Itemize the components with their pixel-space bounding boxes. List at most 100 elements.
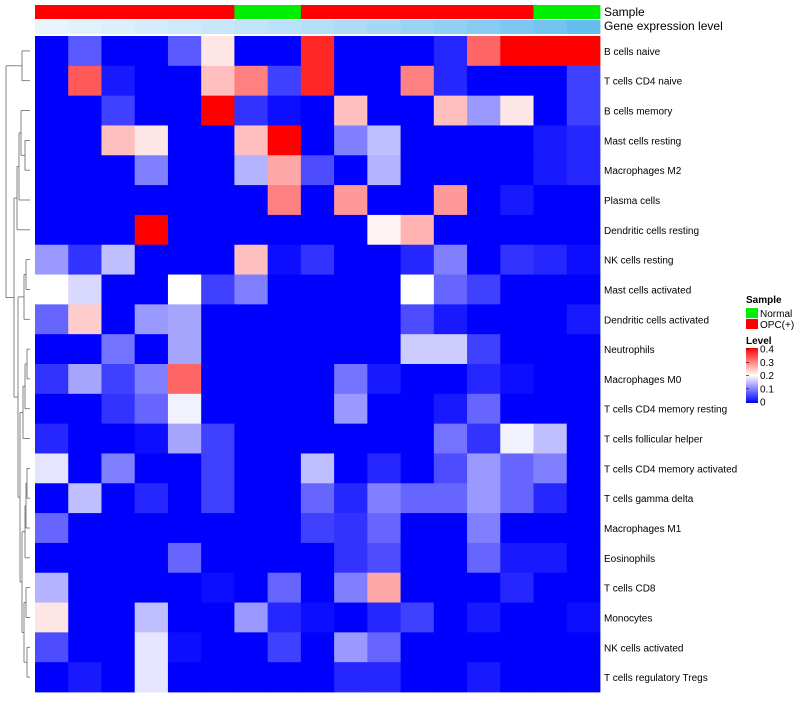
- heatmap-cell: [234, 632, 269, 663]
- level-tick-label: 0.2: [760, 371, 774, 382]
- expression-annotation-cell: [234, 20, 269, 34]
- heatmap-cell: [367, 513, 401, 544]
- heatmap-cell: [101, 185, 136, 216]
- heatmap-cell: [101, 155, 136, 186]
- heatmap-cell: [300, 423, 335, 454]
- heatmap-cell: [167, 185, 202, 216]
- heatmap-cell: [300, 185, 335, 216]
- heatmap-cell: [433, 214, 468, 246]
- heatmap-cell: [101, 572, 136, 603]
- heatmap-cell: [533, 95, 568, 126]
- heatmap-cell: [500, 393, 534, 425]
- heatmap-cell: [566, 542, 601, 574]
- heatmap-cell: [400, 155, 435, 186]
- heatmap-cell: [68, 602, 102, 633]
- heatmap-cell: [101, 244, 136, 275]
- heatmap-cell: [68, 95, 102, 126]
- heatmap-cell: [134, 36, 169, 67]
- heatmap-cell: [167, 423, 202, 454]
- heatmap-cell: [500, 125, 534, 156]
- heatmap-cell: [201, 483, 235, 514]
- expression-annotation-cell: [367, 20, 401, 34]
- heatmap-cell: [433, 364, 468, 395]
- heatmap-cell: [134, 483, 169, 514]
- heatmap-cell: [433, 304, 468, 335]
- heatmap-cell: [234, 334, 269, 365]
- sample-annotation-cell: [167, 5, 202, 19]
- heatmap-cell: [134, 304, 169, 335]
- heatmap-cell: [267, 423, 302, 454]
- heatmap-cell: [433, 244, 468, 275]
- heatmap-cell: [201, 95, 235, 126]
- heatmap-cell: [68, 125, 102, 156]
- heatmap-cells: [35, 36, 601, 693]
- heatmap-cell: [433, 513, 468, 544]
- heatmap-cell: [334, 572, 368, 603]
- heatmap-cell: [35, 393, 69, 425]
- heatmap-cell: [201, 602, 235, 633]
- expression-annotation-cell: [566, 20, 601, 34]
- heatmap-cell: [134, 423, 169, 454]
- heatmap-cell: [566, 155, 601, 186]
- heatmap-cell: [367, 453, 401, 484]
- heatmap-cell: [101, 632, 136, 663]
- heatmap-cell: [35, 185, 69, 216]
- heatmap-cell: [334, 125, 368, 156]
- sample-legend: Sample Normal OPC(+): [746, 295, 794, 331]
- heatmap-cell: [467, 423, 501, 454]
- heatmap-cell: [167, 602, 202, 633]
- heatmap-cell: [367, 185, 401, 216]
- row-label: T cells CD8: [604, 584, 656, 595]
- heatmap-cell: [566, 304, 601, 335]
- heatmap-cell: [134, 662, 169, 693]
- heatmap-cell: [267, 662, 302, 693]
- heatmap-cell: [68, 155, 102, 186]
- expression-annotation-cell: [68, 20, 102, 34]
- heatmap-cell: [433, 36, 468, 67]
- heatmap-cell: [467, 662, 501, 693]
- heatmap-cell: [367, 274, 401, 305]
- heatmap-cell: [433, 125, 468, 156]
- heatmap-cell: [134, 513, 169, 544]
- expression-annotation-label: Gene expression level: [604, 19, 723, 33]
- heatmap-cell: [201, 334, 235, 365]
- heatmap-cell: [300, 334, 335, 365]
- heatmap-cell: [566, 602, 601, 633]
- sample-annotation-cell: [433, 5, 468, 19]
- heatmap-cell: [35, 334, 69, 365]
- heatmap-cell: [367, 662, 401, 693]
- heatmap-cell: [300, 542, 335, 574]
- sample-annotation-cell: [533, 5, 568, 19]
- heatmap-cell: [267, 185, 302, 216]
- heatmap-cell: [201, 542, 235, 574]
- heatmap-cell: [234, 244, 269, 275]
- heatmap-cell: [533, 125, 568, 156]
- heatmap-cell: [68, 453, 102, 484]
- heatmap-cell: [367, 304, 401, 335]
- heatmap-cell: [367, 572, 401, 603]
- heatmap-cell: [433, 662, 468, 693]
- heatmap-cell: [566, 125, 601, 156]
- heatmap-cell: [101, 334, 136, 365]
- heatmap-cell: [467, 572, 501, 603]
- heatmap-cell: [467, 95, 501, 126]
- heatmap-cell: [234, 95, 269, 126]
- sample-annotation-cell: [201, 5, 235, 19]
- heatmap-cell: [35, 65, 69, 97]
- heatmap-cell: [134, 214, 169, 246]
- heatmap-cell: [566, 65, 601, 97]
- heatmap-cell: [35, 513, 69, 544]
- heatmap-cell: [500, 542, 534, 574]
- heatmap-cell: [201, 662, 235, 693]
- sample-annotation-cell: [400, 5, 435, 19]
- heatmap-cell: [533, 423, 568, 454]
- heatmap-cell: [267, 364, 302, 395]
- heatmap-cell: [101, 542, 136, 574]
- heatmap-cell: [566, 393, 601, 425]
- heatmap-cell: [433, 572, 468, 603]
- heatmap-cell: [201, 274, 235, 305]
- legend-swatch-opc: [746, 319, 758, 329]
- heatmap-cell: [300, 453, 335, 484]
- heatmap-cell: [566, 274, 601, 305]
